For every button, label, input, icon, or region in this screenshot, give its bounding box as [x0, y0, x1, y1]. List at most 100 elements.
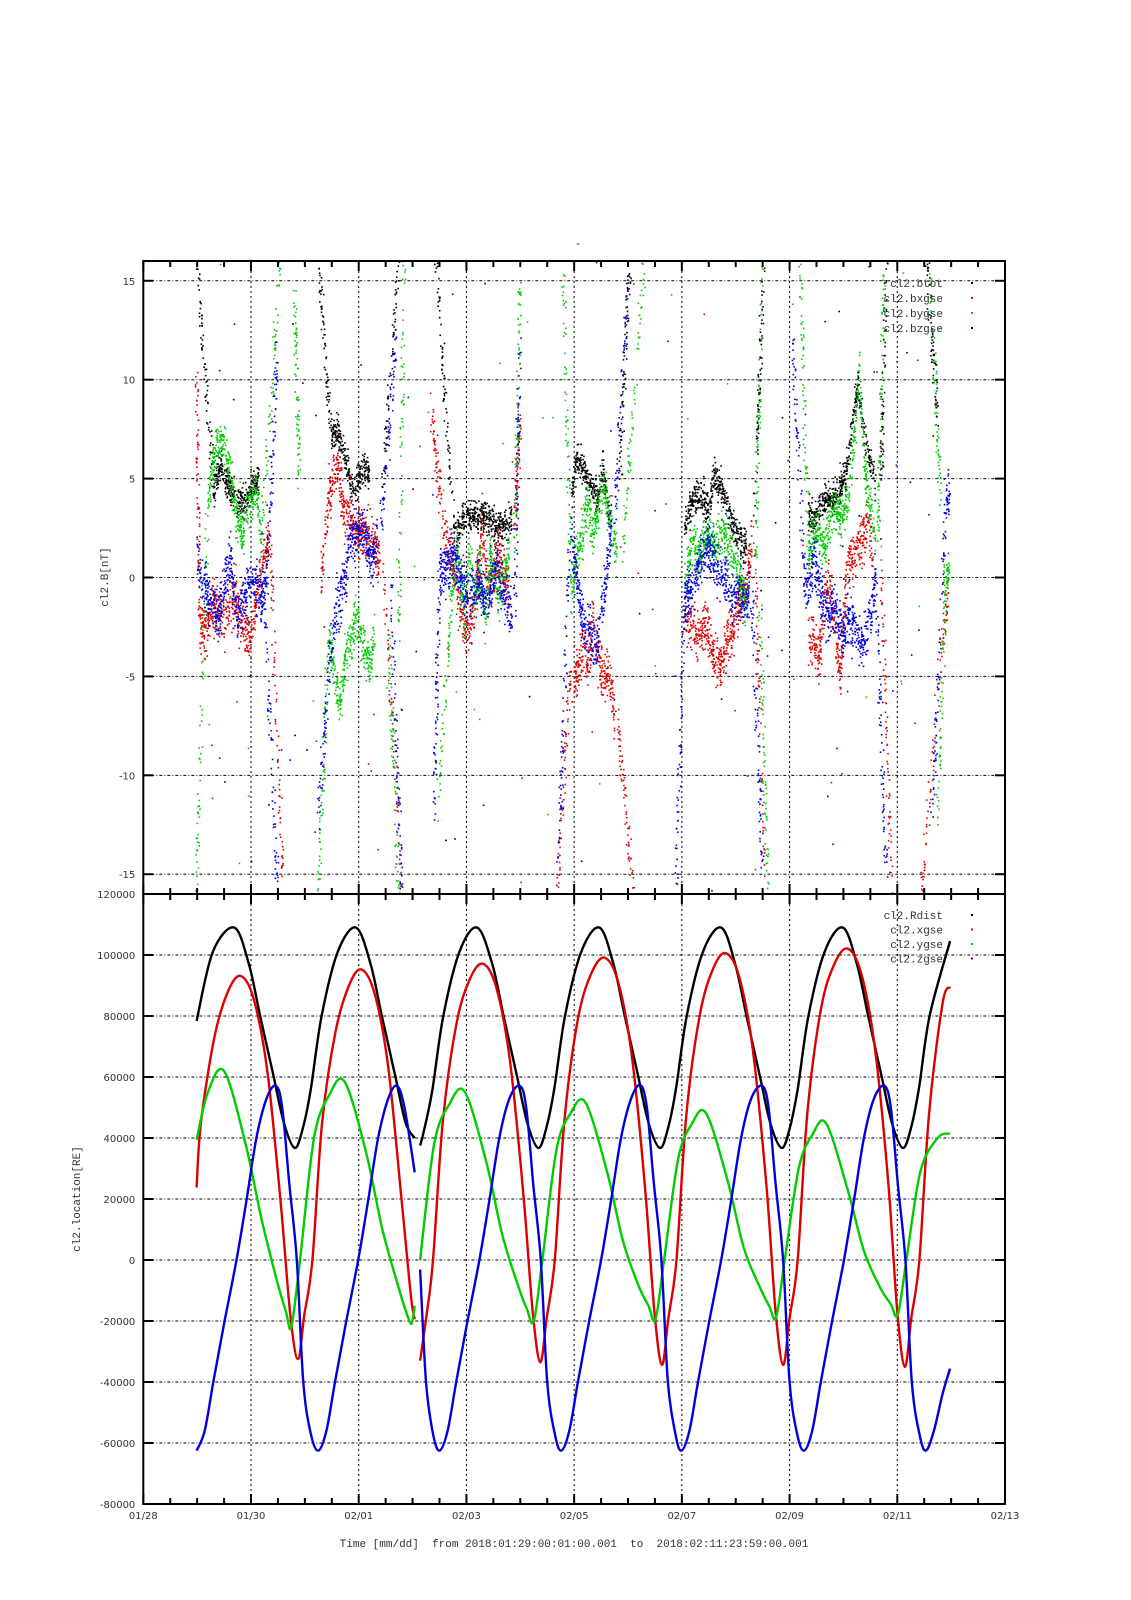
- data-point: [496, 560, 499, 563]
- data-point: [759, 379, 762, 382]
- data-point: [484, 564, 487, 567]
- data-point: [335, 426, 337, 428]
- data-point: [237, 622, 240, 624]
- data-point: [580, 649, 583, 652]
- data-point: [855, 400, 857, 402]
- data-point: [690, 616, 692, 618]
- data-point: [571, 488, 573, 490]
- data-point: [359, 518, 362, 520]
- data-point: [231, 501, 233, 504]
- data-point: [572, 490, 574, 493]
- data-point: [707, 502, 709, 505]
- data-point: [242, 501, 244, 504]
- data-point: [846, 459, 849, 462]
- data-point: [243, 497, 245, 500]
- data-point: [720, 492, 723, 495]
- data-point: [237, 490, 240, 492]
- data-point: [597, 656, 599, 659]
- data-point: [594, 489, 596, 491]
- data-point: [245, 635, 247, 638]
- data-point: [228, 623, 230, 625]
- data-point: [398, 280, 400, 282]
- data-point: [834, 616, 836, 618]
- data-point: [226, 484, 228, 486]
- data-point: [374, 535, 377, 538]
- data-point: [470, 618, 472, 620]
- data-point: [397, 253, 399, 255]
- data-point: [455, 577, 457, 579]
- data-point: [735, 527, 738, 529]
- data-point: [579, 476, 581, 479]
- data-point: [375, 556, 378, 559]
- data-point: [582, 476, 585, 478]
- data-point: [488, 534, 490, 536]
- data-point: [584, 466, 586, 468]
- data-point: [596, 488, 599, 491]
- data-point: [446, 431, 448, 433]
- data-point: [343, 522, 346, 525]
- data-point: [706, 511, 708, 513]
- data-point: [243, 639, 246, 642]
- data-point: [253, 605, 256, 607]
- data-point: [689, 513, 691, 515]
- data-point: [322, 320, 324, 323]
- data-point: [717, 658, 720, 660]
- data-point: [232, 488, 234, 491]
- data-point: [329, 487, 331, 490]
- data-point: [589, 623, 592, 625]
- data-point: [827, 480, 830, 483]
- data-point: [493, 590, 496, 592]
- data-point: [325, 385, 328, 388]
- data-point: [260, 584, 262, 587]
- data-point: [740, 541, 743, 543]
- data-point: [329, 501, 332, 504]
- data-point: [233, 590, 235, 593]
- data-point: [872, 472, 874, 475]
- data-point: [320, 591, 323, 594]
- data-point: [326, 525, 329, 528]
- data-point: [821, 514, 823, 517]
- data-point: [321, 568, 324, 570]
- data-point: [466, 627, 469, 629]
- data-point: [817, 500, 820, 503]
- data-point: [263, 555, 265, 558]
- data-point: [341, 515, 343, 517]
- data-point: [710, 649, 713, 652]
- data-point: [607, 675, 609, 677]
- data-point: [598, 664, 601, 667]
- data-point: [201, 636, 203, 638]
- data-point: [826, 499, 829, 502]
- data-point: [868, 465, 871, 468]
- data-point: [503, 554, 506, 557]
- data-point: [581, 467, 584, 470]
- data-point: [217, 483, 220, 485]
- data-point: [710, 502, 713, 504]
- data-point: [339, 494, 341, 496]
- data-point: [254, 484, 256, 487]
- data-point: [581, 466, 584, 469]
- data-point: [224, 481, 226, 484]
- data-point: [742, 586, 744, 588]
- data-point: [243, 617, 246, 620]
- data-point: [483, 502, 486, 505]
- data-point: [458, 532, 460, 534]
- data-point: [215, 479, 217, 481]
- data-point: [592, 607, 595, 609]
- data-point: [458, 533, 461, 536]
- data-point: [459, 532, 462, 534]
- data-point: [212, 494, 215, 496]
- data-point: [327, 395, 329, 398]
- data-point: [583, 462, 585, 465]
- data-point: [700, 629, 703, 631]
- data-point: [327, 392, 329, 395]
- data-point: [265, 556, 268, 558]
- data-point: [885, 281, 887, 284]
- data-point: [503, 567, 506, 570]
- data-point: [326, 530, 328, 532]
- data-point: [333, 482, 336, 485]
- data-point: [453, 499, 455, 501]
- data-point: [437, 305, 439, 307]
- data-point: [354, 476, 356, 479]
- data-point: [199, 613, 201, 616]
- data-point: [689, 508, 692, 511]
